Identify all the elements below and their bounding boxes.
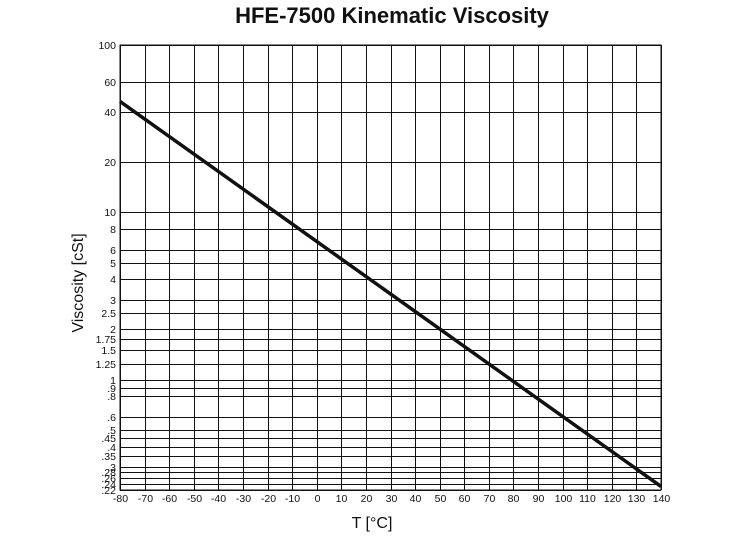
x-tick-label: 50 [435,493,447,505]
y-tick-label: .24 [101,479,116,491]
x-tick-label: -20 [261,493,276,505]
y-tick-label: 6 [110,245,116,257]
viscosity-series-line [118,100,663,488]
y-tick-label: .35 [101,451,116,463]
y-tick-label: 100 [98,40,116,52]
y-tick-label: 5 [110,258,116,270]
y-tick-labels: 100 60 40 20 10 8 65 4 32.5 21.751.5 1.25 1.9.8 .6.5… [96,40,117,497]
x-tick-label: -50 [187,493,202,505]
y-tick-label: .4 [107,442,116,454]
x-tick-label: 60 [459,493,471,505]
x-tick-label: 30 [386,493,398,505]
y-tick-label: .22 [101,485,116,497]
y-tick-label: 1.75 [96,334,117,346]
x-tick-label: 80 [508,493,520,505]
x-tick-label: -30 [236,493,251,505]
x-tick-label: 70 [484,493,496,505]
y-tick-label: 2 [110,324,116,336]
x-tick-label: 0 [315,493,321,505]
x-tick-label: 20 [361,493,373,505]
y-tick-label: 3 [110,295,116,307]
x-tick-label: 90 [533,493,545,505]
x-tick-label: -40 [211,493,226,505]
x-tick-label: 140 [653,493,671,505]
plot-frame [119,44,662,491]
y-tick-label: 1.5 [101,345,116,357]
y-tick-label: .45 [101,433,116,445]
y-tick-label: .5 [107,425,116,437]
x-tick-label: 40 [410,493,422,505]
y-tick-label: 2.5 [101,308,116,320]
x-tick-labels: -80 -70 -60 -50 -40 -30 -20 -10 0 10 20 30 40 50 60 70 8… [113,493,671,505]
series-layer [118,100,663,488]
y-tick-label: 40 [104,107,116,119]
x-tick-label: 10 [336,493,348,505]
y-tick-label: .26 [101,473,116,485]
y-tick-label: 60 [104,77,116,89]
grid-layer [120,45,662,491]
y-tick-label: .9 [107,383,116,395]
x-tick-label: 120 [604,493,622,505]
y-tick-label: 10 [104,207,116,219]
x-tick-label: 130 [628,493,646,505]
x-tick-label: 100 [555,493,573,505]
chart-title: HFE-7500 Kinematic Viscosity [235,3,550,28]
y-tick-label: 1 [110,375,116,387]
x-tick-label: -10 [285,493,300,505]
x-axis-label: T [°C] [352,515,393,532]
y-tick-label: 20 [104,157,116,169]
x-tick-label: 110 [579,493,596,505]
x-tick-label: -70 [138,493,153,505]
y-axis-label: Viscosity [cSt] [70,233,87,332]
y-tick-label: 1.25 [96,359,117,371]
y-tick-label: 8 [110,224,116,236]
y-tick-label: .8 [107,391,116,403]
y-tick-label: 4 [110,274,116,286]
y-tick-label: .3 [107,462,116,474]
y-tick-label: .28 [101,467,116,479]
x-tick-label: -60 [162,493,177,505]
x-tick-label: -80 [113,493,128,505]
y-tick-label: .6 [107,412,116,424]
